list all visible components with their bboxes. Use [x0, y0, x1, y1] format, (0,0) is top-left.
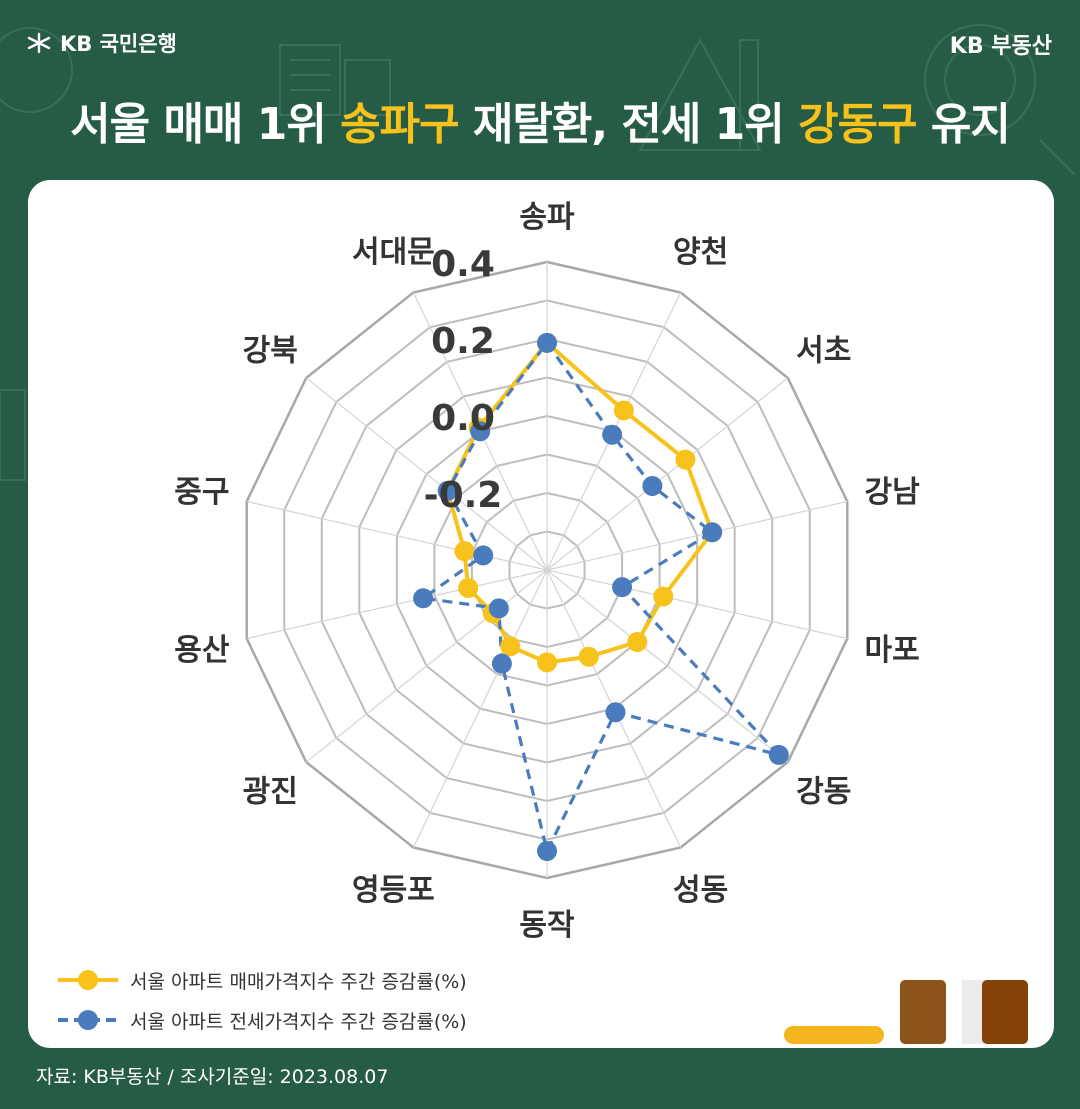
brand-left-label: KB 국민은행 [60, 32, 177, 56]
category-label-9: 광진 [243, 775, 298, 810]
grid-spoke-8 [412, 569, 548, 848]
category-label-11: 중구 [174, 475, 229, 510]
series-1-point-6 [605, 702, 626, 723]
legend-label-jeonse: 서울 아파트 전세가격지수 주간 증감률(%) [130, 1010, 467, 1033]
series-1-point-10 [413, 588, 434, 609]
series-0-point-1 [613, 400, 634, 421]
legend-item-sale: 서울 아파트 매매가격지수 주간 증감률(%) [56, 960, 467, 1000]
legend-swatch-jeonse [58, 1010, 118, 1030]
category-label-8: 영등포 [352, 873, 435, 908]
chart-legend: 서울 아파트 매매가격지수 주간 증감률(%) 서울 아파트 전세가격지수 주간… [56, 960, 467, 1040]
category-label-7: 동작 [519, 908, 575, 943]
series-1-point-0 [537, 332, 557, 353]
legend-item-jeonse: 서울 아파트 전세가격지수 주간 증감률(%) [56, 1000, 467, 1040]
series-1-point-1 [602, 424, 623, 445]
series-0-point-10 [458, 577, 479, 598]
series-1-point-9 [488, 598, 509, 619]
grid-spoke-9 [305, 569, 548, 763]
series-1-point-13 [470, 421, 491, 442]
series-1-point-11 [473, 545, 494, 566]
category-label-1: 양천 [673, 235, 728, 270]
category-label-4: 마포 [865, 633, 920, 668]
series-0-point-6 [578, 646, 599, 667]
series-1-point-4 [612, 577, 633, 598]
category-label-3: 강남 [865, 475, 921, 510]
source-note: 자료: KB부동산 / 조사기준일: 2023.08.07 [36, 1066, 389, 1088]
grid-spoke-11 [246, 500, 548, 571]
series-0-point-5 [627, 632, 648, 653]
series-1-point-12 [437, 480, 458, 501]
series-1-point-2 [642, 475, 663, 496]
legend-swatch-sale [58, 970, 118, 990]
radial-tick-label-2: 0.2 [431, 321, 495, 362]
title-highlight-songpa: 송파구 [340, 99, 459, 150]
series-0-point-7 [537, 652, 557, 673]
series-0-point-11 [454, 541, 475, 562]
grid-spoke-3 [546, 500, 848, 571]
radial-tick-label-3: 0.4 [431, 244, 495, 285]
grid-spoke-10 [246, 569, 548, 640]
category-label-5: 강동 [796, 775, 851, 810]
series-1-point-7 [537, 841, 557, 862]
category-label-0: 송파 [519, 200, 575, 235]
grid-spoke-12 [305, 377, 548, 571]
legend-label-sale: 서울 아파트 매매가격지수 주간 증감률(%) [130, 970, 467, 993]
category-label-12: 강북 [243, 333, 298, 368]
category-label-6: 성동 [673, 873, 728, 908]
title-highlight-gangdong: 강동구 [798, 99, 917, 150]
title-part-3: 재탈환, 전세 1위 [458, 99, 799, 150]
category-label-2: 서초 [796, 333, 851, 368]
series-1-point-5 [768, 744, 789, 765]
series-1-point-8 [491, 653, 512, 674]
series-0-point-2 [675, 449, 696, 470]
series-0-point-4 [653, 586, 674, 607]
radial-tick-label-0: -0.2 [424, 475, 503, 516]
page-title: 서울 매매 1위 송파구 재탈환, 전세 1위 강동구 유지 [0, 88, 1080, 152]
category-label-13: 서대문 [352, 235, 435, 270]
decorative-bars [784, 980, 1028, 1044]
kb-real-estate-brand: KB 부동산 [949, 34, 1052, 59]
kb-kookmin-bank-logo: KB 국민은행 [26, 28, 177, 58]
title-part-1: 서울 매매 1위 [70, 99, 341, 150]
title-part-5: 유지 [916, 99, 1011, 150]
category-label-10: 용산 [174, 633, 230, 668]
series-1-point-3 [702, 522, 723, 543]
grid-spoke-5 [546, 569, 789, 763]
series-0-point-8 [500, 636, 521, 657]
radial-tick-label-1: 0.0 [431, 398, 495, 439]
grid-spoke-4 [546, 569, 848, 640]
kb-star-icon [27, 32, 51, 54]
grid-spoke-2 [546, 377, 789, 571]
